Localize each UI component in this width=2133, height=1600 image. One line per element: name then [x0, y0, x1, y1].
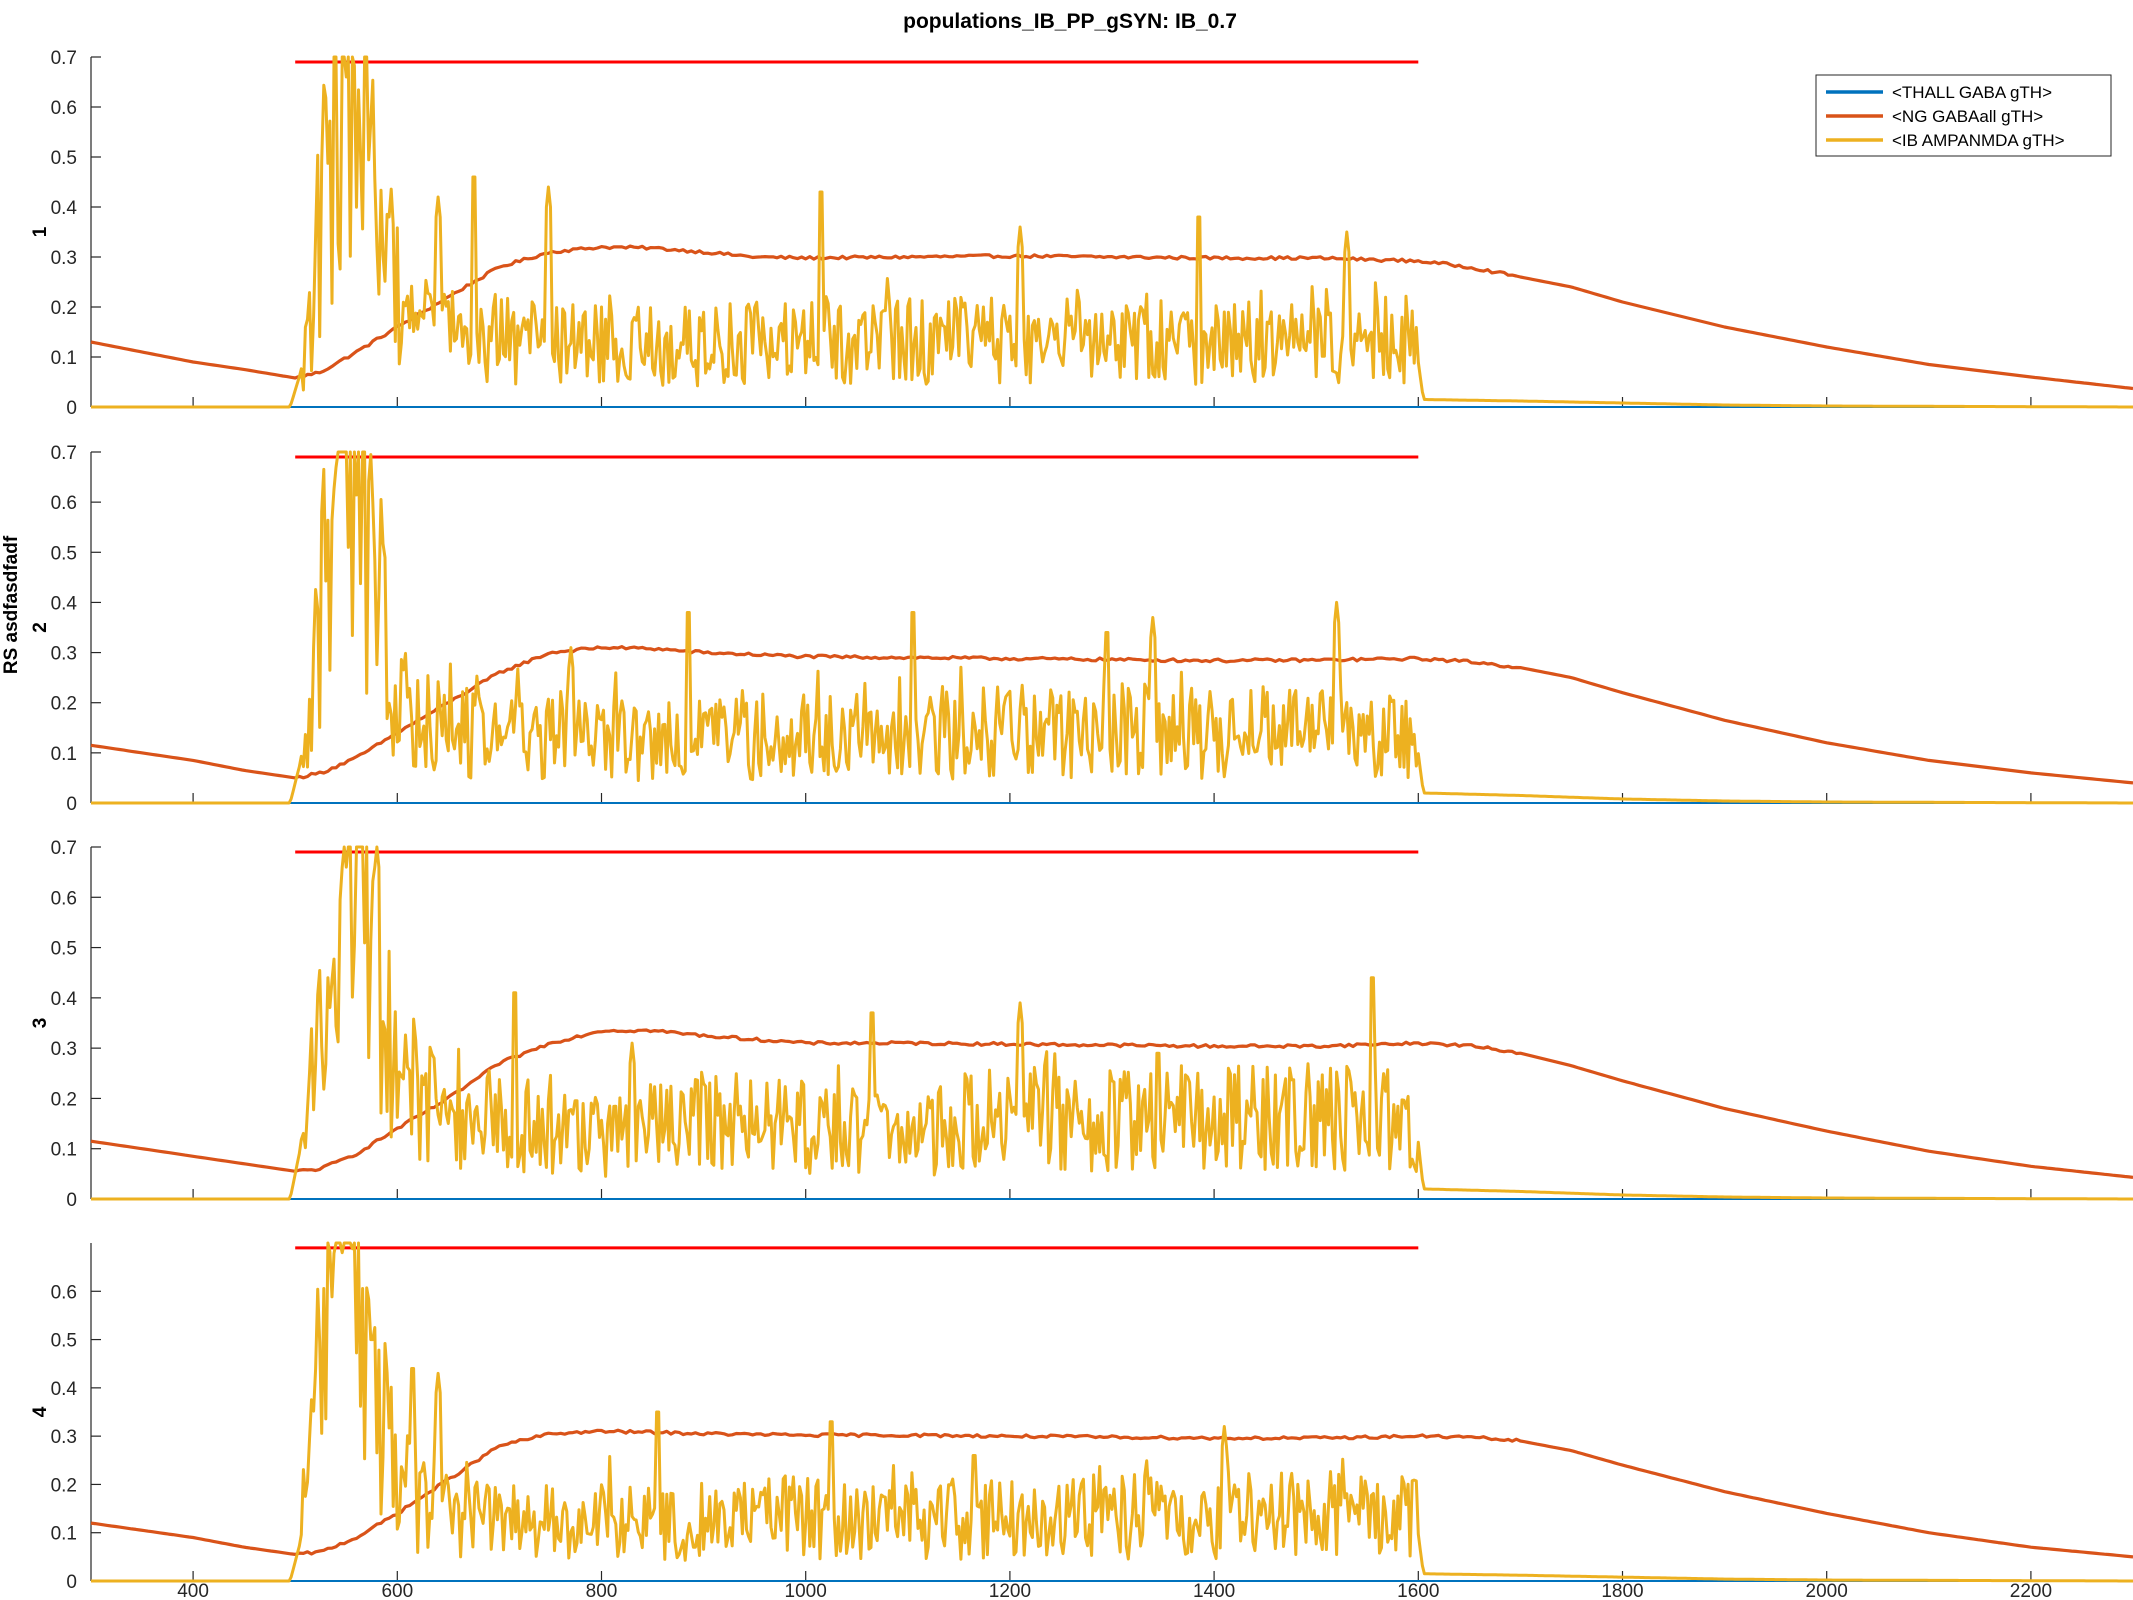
panel-ylabel: 1 [30, 226, 51, 237]
y-tick-label: 0 [66, 1190, 77, 1211]
y-tick-label: 0.3 [51, 644, 77, 665]
x-tick-label: 800 [586, 1581, 618, 1600]
series-ng [90, 1428, 2133, 1559]
panel-1: 0 0.1 0.2 0.3 0.4 0.5 0.6 0.7 1 [30, 48, 2133, 419]
y-tick-label: 0.4 [51, 593, 78, 614]
series-ib [91, 450, 2133, 805]
panel-4: 0 0.1 0.2 0.3 0.4 0.5 0.6 400 600 800 1000 1200 1400… [30, 1241, 2133, 1600]
x-tick-label: 2200 [2010, 1581, 2052, 1600]
panels-group: 00.10.20.30.40.50.60.7100.10.20.30.40.50… [30, 48, 2133, 1600]
figure-title: populations_IB_PP_gSYN: IB_0.7 [903, 10, 1237, 33]
y-tick-label: 0.7 [51, 48, 77, 69]
x-tick-label: 1600 [1397, 1581, 1439, 1600]
shared-ylabel: RS asdfasdfadf [1, 535, 22, 674]
y-tick-label: 0.6 [51, 493, 77, 514]
y-tick-label: 0.2 [51, 298, 77, 319]
y-tick-label: 0.3 [51, 248, 77, 269]
y-tick-label: 0.2 [51, 1089, 77, 1110]
y-tick-label: 0.1 [51, 1140, 77, 1161]
y-tick-label: 0.7 [51, 838, 77, 859]
panel-3: 0 0.1 0.2 0.3 0.4 0.5 0.6 0.7 3 [30, 838, 2133, 1211]
y-tick-label: 0.1 [51, 1524, 77, 1545]
y-tick-label: 0 [66, 398, 77, 419]
y-tick-label: 0.4 [51, 198, 78, 219]
series-ng [90, 1028, 2133, 1179]
x-tick-label: 2000 [1806, 1581, 1848, 1600]
legend-label: <IB AMPANMDA gTH> [1892, 131, 2065, 150]
x-tick-label: 400 [177, 1581, 209, 1600]
y-tick-label: 0.2 [51, 1475, 77, 1496]
legend: <THALL GABA gTH> <NG GABAall gTH> <IB AMPA… [1815, 74, 2112, 157]
legend-items: <THALL GABA gTH> <NG GABAall gTH> <IB AMPA… [1826, 83, 2065, 150]
x-tick-label: 1800 [1601, 1581, 1643, 1600]
y-tick-label: 0.1 [51, 348, 77, 369]
y-tick-label: 0.1 [51, 744, 77, 765]
y-tick-label: 0 [66, 1572, 77, 1593]
series-ng [90, 645, 2133, 785]
panel-ylabel: 4 [30, 1406, 51, 1417]
y-tick-label: 0.5 [51, 543, 77, 564]
x-tick-label: 600 [381, 1581, 413, 1600]
y-tick-label: 0.6 [51, 888, 77, 909]
y-tick-label: 0.5 [51, 1331, 77, 1352]
series-ib [91, 845, 2133, 1201]
y-tick-label: 0.2 [51, 694, 77, 715]
y-tick-label: 0.3 [51, 1039, 77, 1060]
y-tick-label: 0.3 [51, 1427, 77, 1448]
panel-ylabel: 3 [30, 1018, 51, 1029]
legend-label: <THALL GABA gTH> [1892, 83, 2052, 102]
series-ib [91, 55, 2133, 409]
x-tick-label: 1400 [1193, 1581, 1235, 1600]
legend-label: <NG GABAall gTH> [1892, 107, 2043, 126]
y-tick-label: 0.5 [51, 939, 77, 960]
panel-ylabel: 2 [30, 622, 51, 633]
y-tick-label: 0 [66, 794, 77, 815]
panel-2: 0 0.1 0.2 0.3 0.4 0.5 0.6 0.7 2 [30, 443, 2133, 815]
y-tick-label: 0.4 [51, 989, 78, 1010]
y-tick-label: 0.6 [51, 98, 77, 119]
y-tick-label: 0.7 [51, 443, 77, 464]
y-tick-label: 0.6 [51, 1282, 77, 1303]
y-tick-label: 0.5 [51, 148, 77, 169]
y-tick-label: 0.4 [51, 1379, 78, 1400]
x-tick-label: 1000 [785, 1581, 827, 1600]
series-ib [91, 1241, 2133, 1583]
x-tick-label: 1200 [989, 1581, 1031, 1600]
